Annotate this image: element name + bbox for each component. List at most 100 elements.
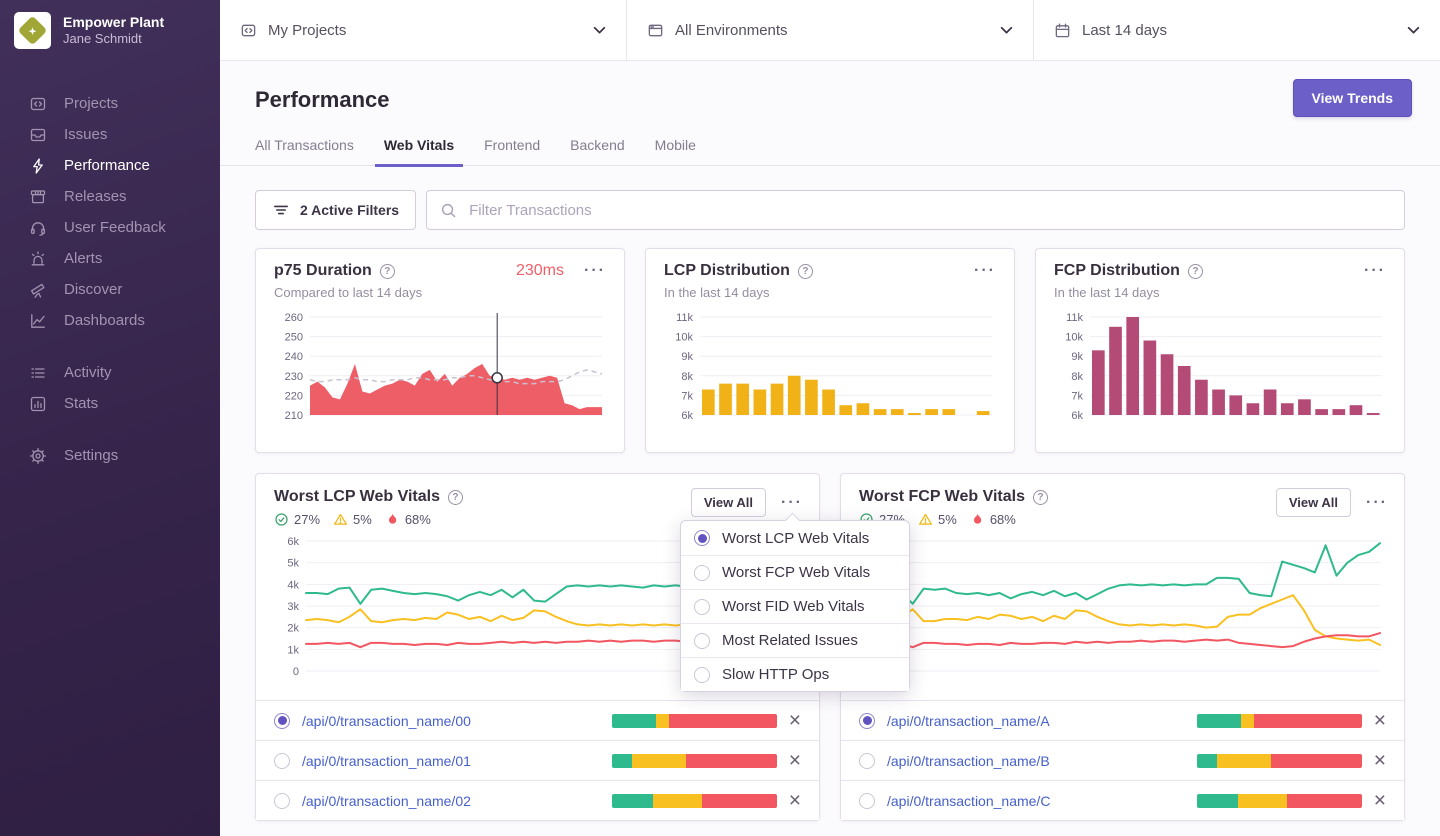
- svg-text:9k: 9k: [681, 351, 693, 363]
- view-all-button[interactable]: View All: [690, 488, 767, 517]
- main-content: Performance View Trends All Transactions…: [220, 61, 1440, 836]
- tab[interactable]: Mobile: [654, 137, 696, 153]
- transaction-radio[interactable]: [859, 792, 875, 809]
- tab[interactable]: All Transactions: [255, 137, 354, 153]
- close-icon[interactable]: [789, 754, 801, 768]
- sidebar-item[interactable]: Alerts: [0, 243, 220, 274]
- tab[interactable]: Backend: [570, 137, 625, 153]
- help-icon[interactable]: [1187, 263, 1203, 279]
- svg-text:6k: 6k: [1071, 410, 1083, 422]
- sidebar-item[interactable]: Issues: [0, 119, 220, 150]
- vitals-stack-bar: [1196, 793, 1362, 808]
- transaction-radio[interactable]: [859, 752, 875, 769]
- chevron-down-icon: [1000, 26, 1013, 35]
- menu-item-radio[interactable]: [694, 666, 710, 683]
- sidebar-item-label: Discover: [64, 281, 123, 298]
- sidebar-item[interactable]: User Feedback: [0, 212, 220, 243]
- transaction-radio[interactable]: [274, 752, 290, 769]
- transaction-radio[interactable]: [274, 792, 290, 809]
- picker-label: Last 14 days: [1082, 21, 1168, 39]
- dashboards-icon: [29, 312, 47, 330]
- help-icon[interactable]: [447, 489, 463, 505]
- menu-item-radio[interactable]: [694, 530, 710, 546]
- view-trends-button[interactable]: View Trends: [1292, 79, 1412, 117]
- transaction-link[interactable]: /api/0/transaction_name/C: [887, 792, 1051, 809]
- svg-text:11k: 11k: [676, 312, 693, 324]
- badge-value: 27%: [294, 512, 321, 527]
- fire-icon: [970, 512, 985, 527]
- close-icon[interactable]: [1374, 794, 1386, 808]
- svg-text:210: 210: [285, 410, 303, 422]
- help-icon[interactable]: [797, 263, 813, 279]
- worst-fcp-card: Worst FCP Web Vitals 27% 5%: [840, 473, 1405, 821]
- badge-value: 68%: [989, 512, 1016, 527]
- menu-item[interactable]: Most Related Issues: [681, 623, 909, 657]
- help-icon[interactable]: [1032, 489, 1048, 505]
- bar-segment-poor: [685, 753, 777, 768]
- transaction-radio[interactable]: [274, 712, 290, 729]
- menu-item-radio[interactable]: [694, 598, 710, 615]
- close-icon[interactable]: [789, 714, 801, 728]
- close-icon[interactable]: [1374, 714, 1386, 728]
- close-icon[interactable]: [789, 794, 801, 808]
- svg-text:3k: 3k: [287, 601, 299, 613]
- menu-item-radio[interactable]: [694, 564, 710, 581]
- sidebar-item[interactable]: Settings: [0, 440, 220, 471]
- menu-item[interactable]: Worst FCP Web Vitals: [681, 555, 909, 589]
- search-input[interactable]: [467, 200, 1391, 220]
- sidebar-item[interactable]: Stats: [0, 388, 220, 419]
- check-circle-icon: [274, 512, 289, 527]
- sidebar-item[interactable]: Dashboards: [0, 305, 220, 336]
- transaction-link[interactable]: /api/0/transaction_name/A: [887, 712, 1050, 729]
- menu-item[interactable]: Worst LCP Web Vitals: [681, 521, 909, 555]
- sidebar-item[interactable]: Releases: [0, 181, 220, 212]
- overflow-menu-icon[interactable]: [1366, 495, 1388, 511]
- svg-text:230: 230: [285, 371, 303, 383]
- transaction-row: /api/0/transaction_name/01: [256, 740, 819, 780]
- bar-segment-meh: [652, 793, 703, 808]
- overflow-menu-icon[interactable]: [584, 263, 606, 279]
- transaction-link[interactable]: /api/0/transaction_name/B: [887, 752, 1050, 769]
- close-icon[interactable]: [1374, 754, 1386, 768]
- sidebar-item[interactable]: Projects: [0, 88, 220, 119]
- bar-segment-good: [1196, 753, 1217, 768]
- svg-text:240: 240: [285, 351, 303, 363]
- svg-text:6k: 6k: [681, 410, 693, 422]
- transaction-link[interactable]: /api/0/transaction_name/02: [302, 792, 471, 809]
- user-feedback-icon: [29, 219, 47, 237]
- active-filters-button[interactable]: 2 Active Filters: [255, 190, 417, 230]
- transaction-link[interactable]: /api/0/transaction_name/00: [302, 712, 471, 729]
- overflow-menu-icon[interactable]: [781, 495, 803, 511]
- global-picker[interactable]: All Environments: [627, 0, 1034, 60]
- view-all-button[interactable]: View All: [1275, 488, 1352, 517]
- overflow-menu-icon[interactable]: [974, 263, 996, 279]
- org-logo-diamond-icon: [17, 15, 48, 46]
- sidebar-item-label: User Feedback: [64, 219, 166, 236]
- sidebar: Empower Plant Jane Schmidt Projects Issu…: [0, 0, 220, 836]
- global-picker[interactable]: Last 14 days: [1034, 0, 1440, 60]
- help-icon[interactable]: [379, 263, 395, 279]
- global-picker[interactable]: My Projects: [220, 0, 627, 60]
- bar-segment-meh: [1241, 713, 1255, 728]
- org-switcher[interactable]: Empower Plant Jane Schmidt: [0, 0, 220, 61]
- vitals-badge: 68%: [970, 512, 1016, 527]
- p75-duration-chart: 260 250 240 230 220 210: [285, 312, 603, 422]
- sidebar-item[interactable]: Activity: [0, 357, 220, 388]
- overflow-menu-icon[interactable]: [1364, 263, 1386, 279]
- transaction-radio[interactable]: [859, 712, 875, 729]
- tab[interactable]: Web Vitals: [374, 137, 464, 167]
- sidebar-item[interactable]: Discover: [0, 274, 220, 305]
- bar-segment-good: [611, 713, 657, 728]
- svg-text:250: 250: [285, 332, 303, 344]
- card-title: LCP Distribution: [664, 262, 790, 279]
- sidebar-item[interactable]: Performance: [0, 150, 220, 181]
- menu-item[interactable]: Worst FID Web Vitals: [681, 589, 909, 623]
- svg-text:5k: 5k: [287, 558, 299, 570]
- transaction-link[interactable]: /api/0/transaction_name/01: [302, 752, 471, 769]
- search-icon: [440, 202, 457, 219]
- menu-item-radio[interactable]: [694, 632, 710, 649]
- menu-item[interactable]: Slow HTTP Ops: [681, 657, 909, 691]
- tab[interactable]: Frontend: [484, 137, 541, 153]
- sidebar-item-label: Activity: [64, 364, 112, 381]
